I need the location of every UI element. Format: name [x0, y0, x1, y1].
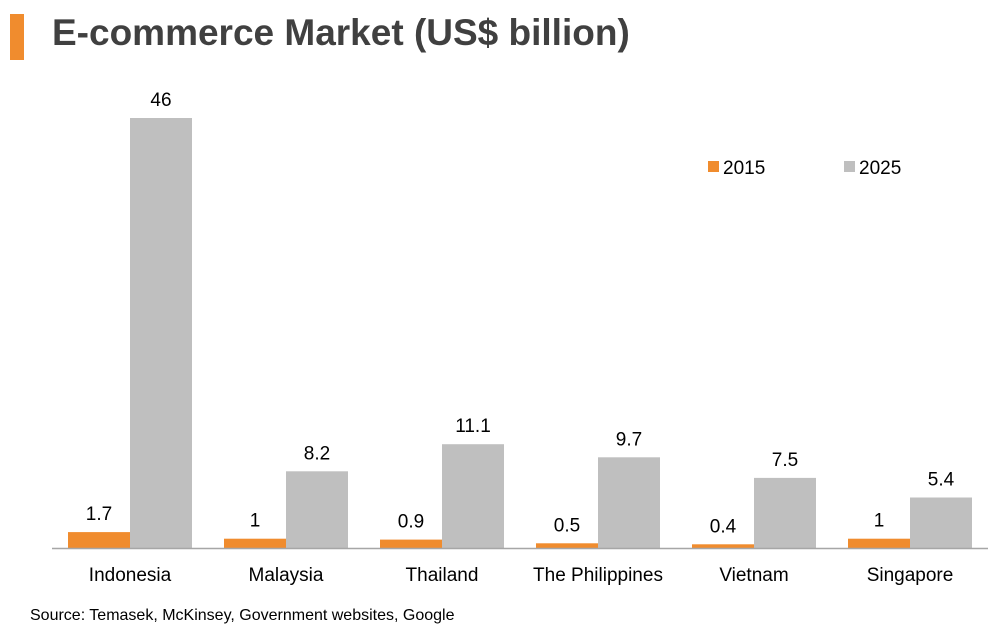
bar-2025-indonesia [130, 118, 192, 548]
data-label-2025-the-philippines: 9.7 [616, 429, 642, 450]
bar-2025-vietnam [754, 477, 816, 548]
bar-2015-malaysia [224, 538, 286, 548]
bar-2025-malaysia [286, 471, 348, 548]
x-tick-label-indonesia: Indonesia [89, 565, 172, 586]
data-label-2015-singapore: 1 [874, 511, 885, 532]
bar-2015-thailand [380, 539, 442, 548]
x-tick-label-the-philippines: The Philippines [533, 565, 663, 586]
bar-2015-the-philippines [536, 543, 598, 548]
title-accent-bar [10, 14, 24, 60]
x-tick-label-vietnam: Vietnam [719, 565, 788, 586]
x-tick-label-malaysia: Malaysia [249, 565, 324, 586]
source-note: Source: Temasek, McKinsey, Government we… [30, 607, 455, 624]
data-label-2025-indonesia: 46 [150, 90, 171, 111]
data-label-2025-thailand: 11.1 [455, 416, 491, 437]
data-label-2025-vietnam: 7.5 [772, 450, 798, 471]
bar-2025-thailand [442, 444, 504, 548]
x-tick-label-singapore: Singapore [867, 565, 954, 586]
bar-2025-the-philippines [598, 457, 660, 548]
bar-2015-singapore [848, 538, 910, 548]
data-label-2015-malaysia: 1 [250, 511, 261, 532]
legend-label-2015: 2015 [723, 158, 765, 179]
x-tick-label-thailand: Thailand [406, 565, 479, 586]
legend-swatch-2015 [708, 161, 719, 172]
data-label-2025-malaysia: 8.2 [304, 443, 330, 464]
data-label-2025-singapore: 5.4 [928, 470, 955, 491]
data-label-2015-thailand: 0.9 [398, 512, 424, 533]
bar-2025-singapore [910, 497, 972, 548]
bar-2015-indonesia [68, 532, 130, 548]
data-label-2015-vietnam: 0.4 [710, 516, 737, 537]
chart-title: E-commerce Market (US$ billion) [52, 12, 630, 53]
legend-swatch-2025 [844, 161, 855, 172]
data-label-2015-the-philippines: 0.5 [554, 515, 580, 536]
bar-2015-vietnam [692, 544, 754, 548]
data-label-2015-indonesia: 1.7 [86, 504, 112, 525]
legend-label-2025: 2025 [859, 158, 901, 179]
